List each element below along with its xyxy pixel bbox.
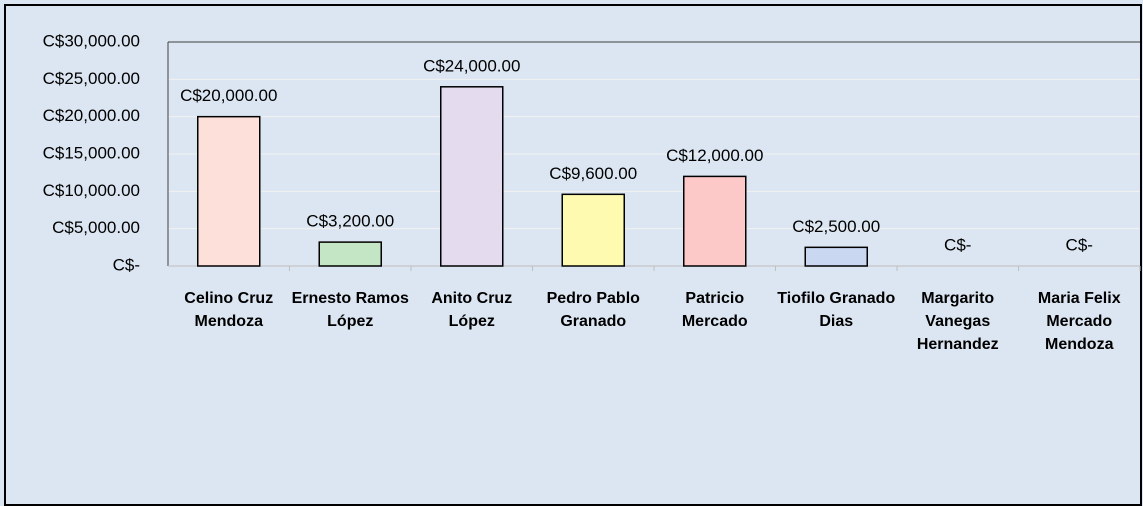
x-tick-label: Pedro Pablo Granado [546, 290, 640, 330]
y-tick-label: C$30,000.00 [43, 31, 140, 50]
x-tick-label: Anito Cruz López [431, 290, 513, 330]
y-tick-label: C$15,000.00 [43, 143, 140, 162]
bar [440, 86, 504, 267]
data-label: C$20,000.00 [180, 86, 277, 105]
data-label: C$- [1066, 235, 1093, 254]
data-label: C$24,000.00 [423, 56, 520, 75]
x-tick-label: Tiofilo Granado Dias [777, 290, 896, 330]
y-tick-label: C$5,000.00 [52, 218, 140, 237]
data-label: C$- [944, 235, 971, 254]
data-label: C$9,600.00 [549, 164, 637, 183]
bar [804, 246, 868, 267]
y-tick-label: C$25,000.00 [43, 69, 140, 88]
y-tick-label: C$10,000.00 [43, 181, 140, 200]
x-tick-label: Patricio Mercado [681, 290, 748, 330]
data-label: C$12,000.00 [666, 146, 763, 165]
x-tick-label: Celino Cruz Mendoza [184, 290, 274, 330]
bar [318, 241, 382, 267]
bar [561, 193, 625, 267]
x-tick-label: Maria Felix Mercado Mendoza [1037, 290, 1121, 353]
bar [683, 175, 747, 267]
y-tick-label: C$- [113, 255, 140, 274]
y-tick-label: C$20,000.00 [43, 106, 140, 125]
data-label: C$2,500.00 [792, 217, 880, 236]
x-tick-label: Margarito Vanegas Hernandez [916, 290, 999, 353]
bar [197, 115, 261, 267]
chart-border [4, 4, 1142, 506]
data-label: C$3,200.00 [306, 212, 394, 231]
x-tick-label: Ernesto Ramos López [291, 290, 409, 330]
